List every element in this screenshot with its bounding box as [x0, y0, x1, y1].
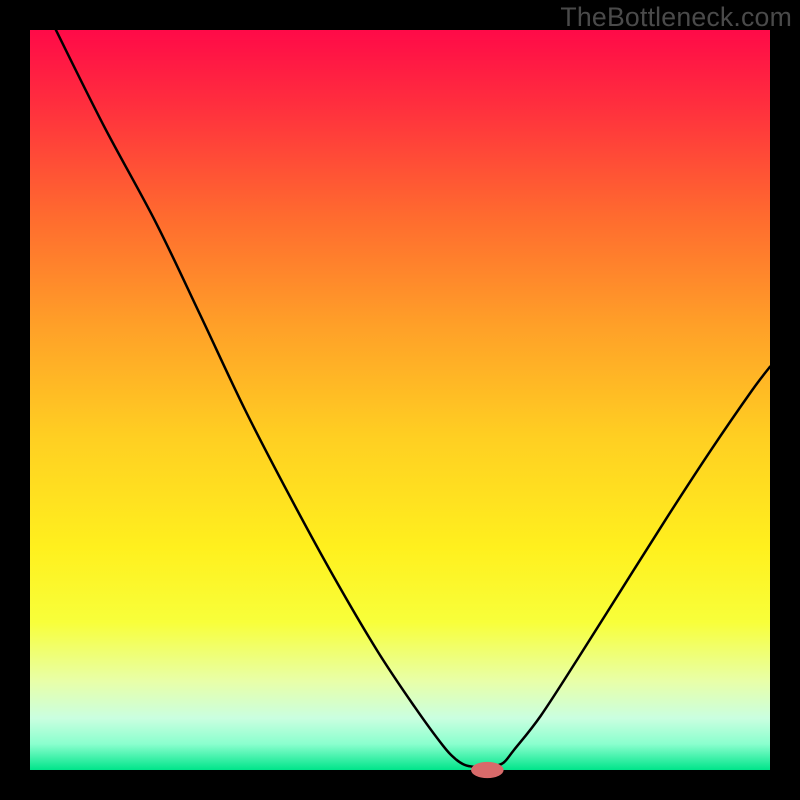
chart-background: [30, 30, 770, 770]
chart-root: TheBottleneck.com: [0, 0, 800, 800]
watermark-text: TheBottleneck.com: [560, 2, 792, 33]
optimal-point-marker: [471, 762, 504, 778]
bottleneck-chart: [0, 0, 800, 800]
